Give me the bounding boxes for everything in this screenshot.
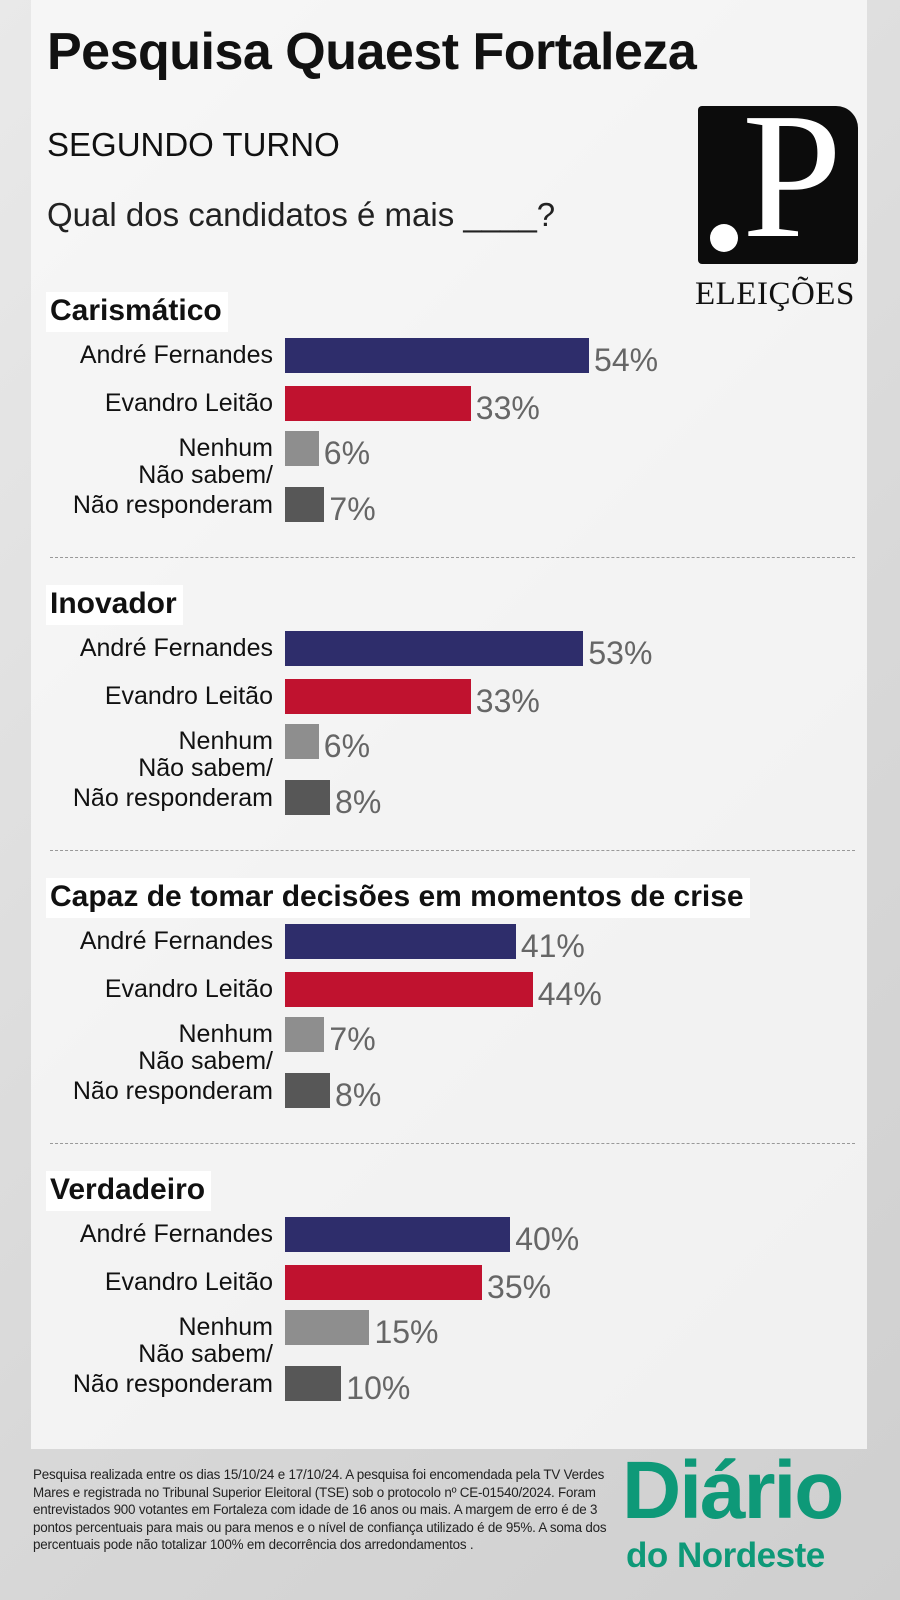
bar-value-label: 54%: [594, 342, 659, 378]
bar-label: Evandro Leitão: [104, 682, 273, 710]
bar-label: Nenhum: [178, 1020, 274, 1048]
bar-label: Nenhum: [178, 434, 274, 462]
page-title: Pesquisa Quaest Fortaleza: [47, 23, 697, 81]
section-1: Inovador André Fernandes 53% Evandro Leitão…: [0, 585, 900, 878]
bar-label: André Fernandes: [79, 341, 273, 369]
bar-value-label: 8%: [335, 1077, 382, 1113]
p-logo: P: [698, 106, 858, 264]
bar: [285, 338, 590, 373]
bar-label: Evandro Leitão: [104, 389, 273, 417]
section-0: Carismático André Fernandes 54% Evandro Lei…: [0, 292, 900, 585]
bar-value-label: 53%: [588, 635, 653, 671]
bar: [285, 1265, 483, 1300]
bar-value-label: 41%: [520, 928, 585, 964]
bar-value-label: 33%: [475, 683, 540, 719]
logo-text: ELEIÇÕES: [695, 276, 855, 312]
bar-value-label: 15%: [374, 1314, 439, 1350]
bar-label: Não sabem/ Não responderam: [72, 461, 273, 519]
bar-label: Nenhum: [178, 1313, 274, 1341]
bar: [285, 431, 319, 466]
bar-label: Evandro Leitão: [104, 975, 273, 1003]
bar-value-label: 7%: [329, 1021, 376, 1057]
subtitle: SEGUNDO TURNO: [47, 126, 340, 163]
section-title: Inovador: [46, 585, 183, 625]
bar-label: Nenhum: [178, 727, 274, 755]
bar-value-label: 8%: [335, 784, 382, 820]
bar: [285, 1073, 331, 1108]
bar: [285, 487, 325, 522]
bar-value-label: 6%: [323, 728, 371, 764]
section-3: Verdadeiro André Fernandes 40% Evandro Leit…: [0, 1171, 900, 1464]
bar-label: André Fernandes: [79, 927, 273, 955]
bar-value-label: 10%: [346, 1370, 411, 1406]
bar: [285, 780, 331, 815]
bar-value-label: 40%: [515, 1221, 580, 1257]
brand-logo-nordeste: do Nordeste: [626, 1536, 825, 1575]
question: Qual dos candidatos é mais ____?: [47, 196, 556, 233]
bar: [285, 631, 584, 666]
bar: [285, 972, 533, 1007]
section-title: Carismático: [46, 292, 228, 332]
bar: [285, 1366, 342, 1401]
bar-value-label: 7%: [329, 491, 376, 527]
section-title: Capaz de tomar decisões em momentos de c…: [46, 878, 750, 918]
bar-value-label: 6%: [323, 435, 371, 471]
bar: [285, 724, 319, 759]
methodology-note: Pesquisa realizada entre os dias 15/10/2…: [33, 1467, 607, 1552]
bar: [285, 1017, 325, 1052]
bar: [285, 386, 471, 421]
bar-label: Evandro Leitão: [104, 1268, 273, 1296]
logo-letter: P: [742, 106, 843, 264]
bar-label: Não sabem/ Não responderam: [72, 754, 273, 812]
bar-label: Não sabem/ Não responderam: [72, 1047, 273, 1105]
bar: [285, 924, 516, 959]
divider: [50, 850, 855, 851]
bar: [285, 1310, 370, 1345]
bar-value-label: 44%: [537, 976, 602, 1012]
bar-value-label: 35%: [487, 1269, 552, 1305]
bar-label: Não sabem/ Não responderam: [72, 1340, 273, 1398]
divider: [50, 557, 855, 558]
logo-dot: [710, 224, 738, 252]
section-2: Capaz de tomar decisões em momentos de c…: [0, 878, 900, 1171]
bar: [285, 679, 471, 714]
bar-value-label: 33%: [475, 390, 540, 426]
section-title: Verdadeiro: [46, 1171, 212, 1211]
bar: [285, 1217, 511, 1252]
bar-label: André Fernandes: [79, 634, 273, 662]
bar-label: André Fernandes: [79, 1220, 273, 1248]
divider: [50, 1143, 855, 1144]
brand-logo-diario: Diário: [622, 1445, 844, 1536]
